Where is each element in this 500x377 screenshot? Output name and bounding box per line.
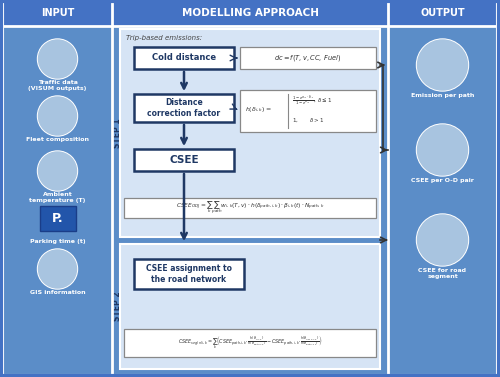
FancyBboxPatch shape: [388, 1, 497, 26]
FancyBboxPatch shape: [134, 259, 244, 289]
FancyBboxPatch shape: [240, 47, 376, 69]
FancyBboxPatch shape: [120, 29, 380, 237]
Text: CSEE assignment to
the road network: CSEE assignment to the road network: [146, 264, 232, 284]
Circle shape: [38, 96, 78, 136]
Text: Cold distance: Cold distance: [152, 54, 216, 63]
Text: STEP 2: STEP 2: [112, 292, 122, 321]
Text: $h(\delta_{i,k})=$: $h(\delta_{i,k})=$: [245, 106, 272, 114]
FancyBboxPatch shape: [240, 90, 376, 132]
Text: CSEE per O-D pair: CSEE per O-D pair: [411, 178, 474, 183]
Circle shape: [38, 249, 78, 289]
FancyBboxPatch shape: [3, 28, 112, 375]
Text: Traffic data
(VISUM outputs): Traffic data (VISUM outputs): [28, 80, 86, 91]
Circle shape: [418, 40, 468, 90]
Circle shape: [38, 40, 76, 78]
FancyBboxPatch shape: [134, 47, 234, 69]
Circle shape: [418, 125, 468, 175]
Text: CSEE for road
segment: CSEE for road segment: [418, 268, 467, 279]
Text: Distance
correction factor: Distance correction factor: [148, 98, 220, 118]
Text: GIS information: GIS information: [30, 290, 86, 295]
Circle shape: [418, 215, 468, 265]
Text: Emission per path: Emission per path: [411, 93, 474, 98]
Circle shape: [416, 39, 469, 91]
FancyBboxPatch shape: [134, 149, 234, 171]
Text: CSEE: CSEE: [169, 155, 199, 165]
Circle shape: [38, 152, 76, 190]
Text: Trip-based emissions:: Trip-based emissions:: [126, 35, 202, 41]
Circle shape: [38, 97, 76, 135]
Circle shape: [38, 39, 78, 79]
Text: $\frac{1-e^{\alpha_{i,k}\cdot\delta_{i,k}}}{1-e^{\alpha_{i,k}}},\;\delta\leq 1$: $\frac{1-e^{\alpha_{i,k}\cdot\delta_{i,k…: [292, 94, 333, 108]
FancyBboxPatch shape: [40, 206, 76, 231]
Text: MODELLING APPROACH: MODELLING APPROACH: [182, 8, 318, 18]
FancyBboxPatch shape: [134, 94, 234, 122]
Text: STEP 1: STEP 1: [112, 118, 122, 148]
FancyBboxPatch shape: [112, 28, 388, 375]
Text: Ambient
temperature (T): Ambient temperature (T): [30, 192, 86, 203]
Text: $1,\quad\quad\delta>1$: $1,\quad\quad\delta>1$: [292, 116, 324, 124]
FancyBboxPatch shape: [124, 198, 376, 218]
Text: $CSEE_{seg(n)i,k}=\sum_{k}\!\left(CSEE_{path,i,k}\!\cdot\!\frac{h(\delta_{n,i,k}: $CSEE_{seg(n)i,k}=\sum_{k}\!\left(CSEE_{…: [178, 334, 322, 351]
FancyBboxPatch shape: [3, 1, 112, 26]
Text: OUTPUT: OUTPUT: [420, 8, 465, 18]
Text: $dc = f(T,v,CC,\,Fuel)$: $dc = f(T,v,CC,\,Fuel)$: [274, 53, 342, 63]
Text: Parking time (t): Parking time (t): [30, 239, 86, 244]
Text: P.: P.: [52, 213, 64, 225]
Circle shape: [416, 214, 469, 266]
FancyBboxPatch shape: [120, 244, 380, 369]
Circle shape: [38, 250, 76, 288]
Circle shape: [38, 151, 78, 191]
FancyBboxPatch shape: [112, 1, 388, 26]
FancyBboxPatch shape: [388, 28, 497, 375]
Text: Fleet composition: Fleet composition: [26, 137, 89, 142]
FancyBboxPatch shape: [124, 329, 376, 357]
Text: $CSEE_{ODJ}=\sum_{k}\sum_{path}w_{i,k}(T,v)\cdot h(\delta_{path,i,k})\cdot\beta_: $CSEE_{ODJ}=\sum_{k}\sum_{path}w_{i,k}(T…: [176, 199, 324, 217]
Circle shape: [416, 124, 469, 176]
Text: INPUT: INPUT: [41, 8, 74, 18]
